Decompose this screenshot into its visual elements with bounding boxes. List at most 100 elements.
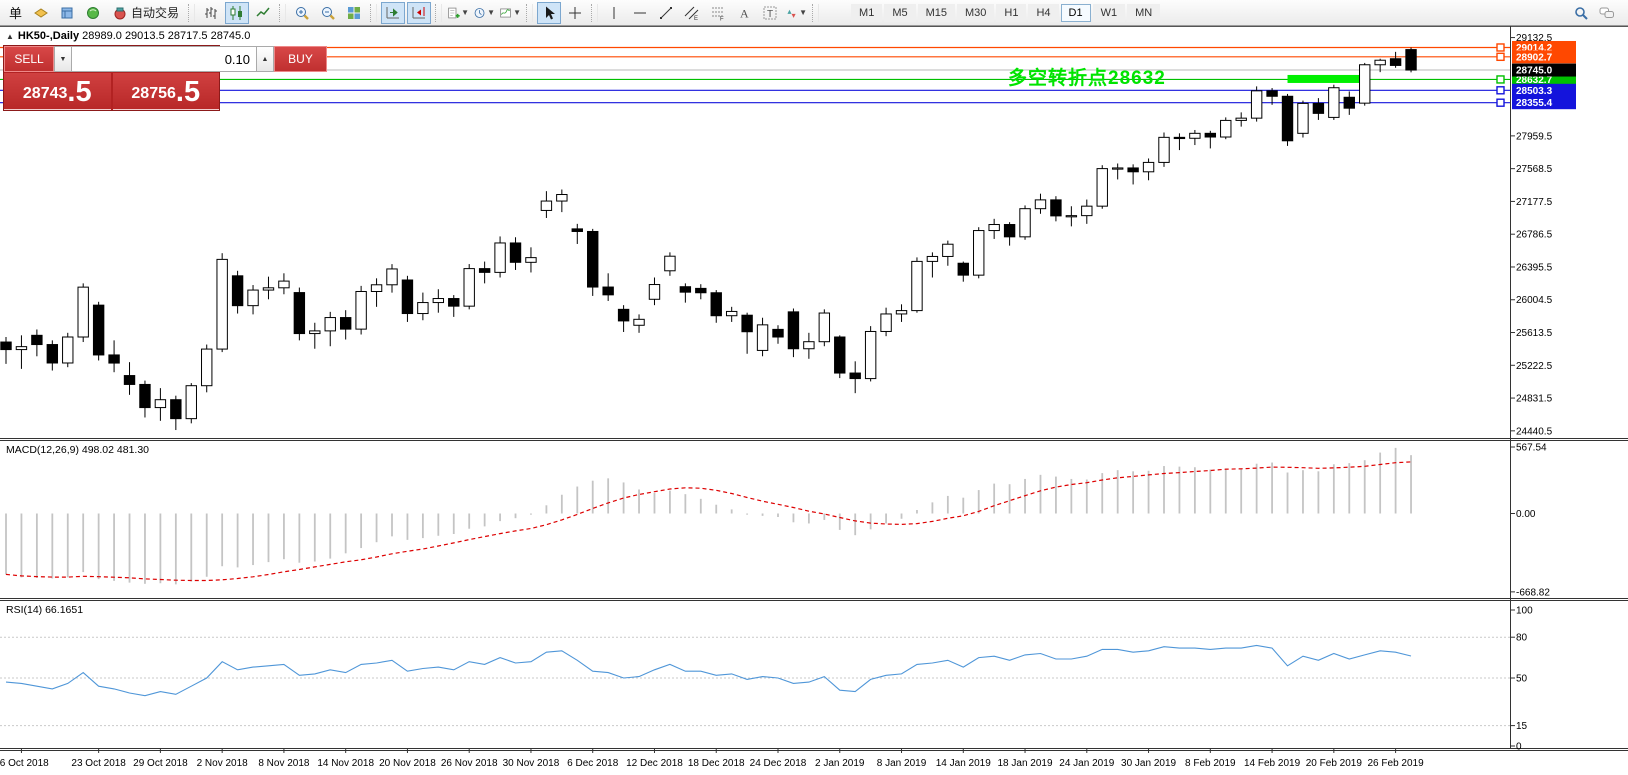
new-order-button[interactable]: 单	[4, 2, 27, 24]
candle	[864, 330, 877, 380]
chart-window[interactable]: 29132.5 27959.5 27568.5 27177.5 26786.5 26395…	[0, 26, 1628, 775]
tf-m30-button[interactable]: M30	[957, 3, 995, 22]
periods-button[interactable]: ▼	[472, 2, 496, 24]
templates-button[interactable]: ▼	[498, 2, 522, 24]
zoom-out-button[interactable]	[316, 2, 340, 24]
toolbar: 单 自动交易 ▼ ▼ ▼ E F A T ▼ M1 M5 M15 M30 H1 H4 D1 W1 MN	[0, 0, 1628, 26]
price-chart[interactable]: 29132.5 27959.5 27568.5 27177.5 26786.5 26395…	[0, 26, 1628, 775]
scroll-to-end-button[interactable]	[381, 1, 406, 24]
macd-label: MACD(12,26,9) 498.02 481.30	[6, 444, 149, 456]
text-label-button[interactable]: T	[758, 2, 782, 24]
candle	[710, 292, 722, 317]
tf-mn-button[interactable]: MN	[1127, 3, 1161, 22]
toolbar-separator	[435, 3, 443, 22]
line-endpoint-marker[interactable]	[1496, 43, 1505, 52]
cursor-button[interactable]	[537, 1, 562, 24]
candle	[1220, 119, 1232, 138]
vline-icon	[613, 6, 615, 19]
channel-button[interactable]: E	[680, 2, 704, 24]
svg-text:28503.3: 28503.3	[1516, 86, 1553, 97]
toolbar-group	[379, 1, 433, 25]
tf-m15-button[interactable]: M15	[917, 3, 955, 22]
macd-tick: 0.00	[1516, 509, 1536, 520]
autotrading-button[interactable]: 自动交易	[107, 2, 184, 24]
price-axis[interactable]: 29132.5 27959.5 27568.5 27177.5 26786.5 26395…	[1496, 33, 1576, 753]
line-endpoint-marker[interactable]	[1496, 75, 1505, 84]
buy-button[interactable]: BUY	[274, 46, 327, 72]
macd-indicator	[5, 447, 1412, 585]
tf-d1-button[interactable]: D1	[1060, 3, 1091, 22]
candle	[1142, 161, 1155, 173]
candle	[448, 298, 460, 307]
date-label: 8 Nov 2018	[258, 758, 310, 769]
tf-h4-button[interactable]: H4	[1028, 3, 1059, 22]
search-button[interactable]	[1569, 2, 1593, 24]
candle	[1204, 132, 1217, 138]
sell-button[interactable]: SELL	[4, 46, 54, 72]
svg-text:29014.2: 29014.2	[1516, 43, 1553, 54]
data-window-button[interactable]	[55, 2, 79, 24]
line-endpoint-marker[interactable]	[1496, 86, 1505, 95]
market-watch-button[interactable]	[29, 2, 53, 24]
date-axis[interactable]: 16 Oct 2018 23 Oct 2018 29 Oct 2018 2 Nov 2…	[0, 749, 1424, 769]
price-tick: 27177.5	[1516, 197, 1553, 208]
price-tick: 26395.5	[1516, 262, 1553, 273]
rsi-label: RSI(14) 66.1651	[6, 604, 83, 616]
data-window-icon	[61, 7, 73, 18]
navigator-button[interactable]	[81, 2, 105, 24]
sell-price[interactable]: 28743.5	[4, 73, 111, 110]
price-tick: 29132.5	[1516, 33, 1553, 44]
tf-m5-button[interactable]: M5	[884, 3, 916, 22]
rsi-tick: 0	[1516, 742, 1522, 753]
candle	[1281, 95, 1294, 142]
crosshair-button[interactable]	[563, 2, 587, 24]
lot-increase-button[interactable]: ▲	[256, 46, 274, 72]
fibonacci-button[interactable]: F	[706, 2, 730, 24]
fibo-icon: F	[712, 7, 725, 21]
price-tick: 27959.5	[1516, 131, 1553, 142]
zoom-in-button[interactable]	[290, 2, 314, 24]
trendline-button[interactable]	[654, 2, 678, 24]
bar-chart-button[interactable]	[199, 2, 223, 24]
community-chat-button[interactable]	[1595, 2, 1619, 24]
horizontal-line-button[interactable]	[628, 2, 652, 24]
indicators-button[interactable]: ▼	[446, 2, 470, 24]
clock-icon	[474, 7, 485, 18]
line-endpoint-marker[interactable]	[1496, 98, 1505, 107]
toolbar-group: E F A T ▼	[600, 1, 810, 25]
toolbar-separator	[526, 3, 534, 22]
pivot-annotation-text: 多空转折点28632	[1008, 68, 1166, 89]
navigator-icon	[87, 6, 100, 19]
market-watch-icon	[34, 7, 48, 18]
tf-m1-button[interactable]: M1	[851, 3, 883, 22]
tf-h1-button[interactable]: H1	[996, 3, 1027, 22]
crosshair-icon	[569, 6, 582, 19]
tile-windows-button[interactable]	[342, 2, 366, 24]
chart-shift-button[interactable]	[407, 1, 432, 24]
autotrading-icon	[114, 7, 126, 19]
current-price-label	[1512, 63, 1576, 77]
date-label: 18 Dec 2018	[688, 758, 745, 769]
candle	[92, 304, 105, 356]
line-chart-button[interactable]	[251, 2, 275, 24]
buy-price-main: 28756	[131, 85, 176, 102]
collapse-panel-icon[interactable]: ▲	[6, 32, 14, 41]
candle	[1189, 132, 1201, 139]
ohlc-values: 28989.0 29013.5 28717.5 28745.0	[82, 30, 251, 42]
candle	[648, 284, 661, 300]
date-label: 2 Nov 2018	[197, 758, 249, 769]
lot-decrease-button[interactable]: ▼	[54, 46, 72, 72]
arrows-button[interactable]: ▼	[784, 2, 808, 24]
buy-price[interactable]: 28756.5	[112, 73, 219, 110]
tf-w1-button[interactable]: W1	[1092, 3, 1126, 22]
text-button[interactable]: A	[732, 2, 756, 24]
candle	[911, 260, 923, 312]
candlestick-chart-button[interactable]	[225, 1, 250, 24]
lot-size-input[interactable]	[72, 46, 256, 72]
vertical-line-button[interactable]	[602, 2, 626, 24]
candle	[756, 324, 769, 351]
candle	[1312, 102, 1325, 114]
candle	[77, 286, 89, 338]
candle	[432, 298, 445, 304]
line-endpoint-marker[interactable]	[1496, 52, 1505, 62]
